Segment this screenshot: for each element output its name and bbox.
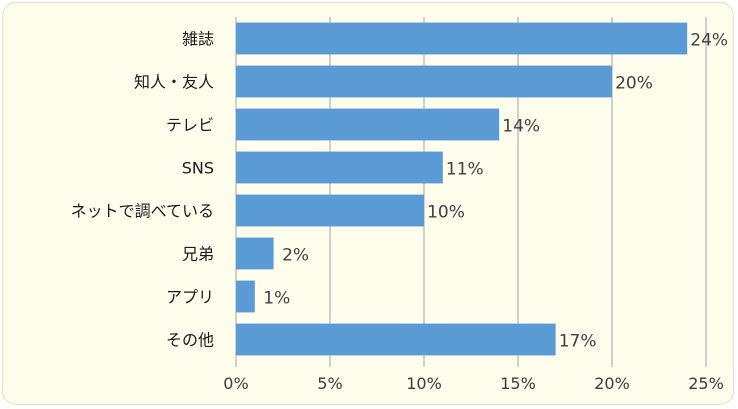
category-label: 知人・友人 <box>134 73 214 92</box>
data-labels: 24% 20% 14% 11% 10% 2% 1% 17% <box>263 31 728 352</box>
x-tick-label: 25% <box>688 374 724 393</box>
data-label: 17% <box>559 332 597 352</box>
data-label: 2% <box>282 246 309 266</box>
category-label: ネットで調べている <box>71 202 214 221</box>
x-tick-label: 10% <box>406 374 442 393</box>
bar <box>236 194 424 227</box>
data-label: 10% <box>427 203 465 223</box>
category-label: 兄弟 <box>182 245 214 264</box>
x-tick-label: 20% <box>594 374 630 393</box>
bars <box>236 22 688 356</box>
category-label: 雑誌 <box>182 30 214 49</box>
x-tick-label: 5% <box>317 374 342 393</box>
bar <box>236 323 556 356</box>
data-label: 24% <box>690 31 728 51</box>
category-label: アプリ <box>166 288 214 307</box>
data-label: 11% <box>446 160 484 180</box>
bar <box>236 237 274 270</box>
x-tick-labels: 0% 5% 10% 15% 20% 25% <box>223 374 723 393</box>
category-label: SNS <box>182 159 214 178</box>
bar <box>236 280 255 313</box>
data-label: 14% <box>502 117 540 137</box>
data-label: 1% <box>263 289 290 309</box>
bar <box>236 151 443 184</box>
bar <box>236 22 688 55</box>
category-label: テレビ <box>166 116 214 135</box>
bar <box>236 108 500 141</box>
x-tick-label: 0% <box>223 374 248 393</box>
x-tick-label: 15% <box>500 374 536 393</box>
category-label: その他 <box>166 331 214 350</box>
data-label: 20% <box>615 74 653 94</box>
bar <box>236 65 612 98</box>
